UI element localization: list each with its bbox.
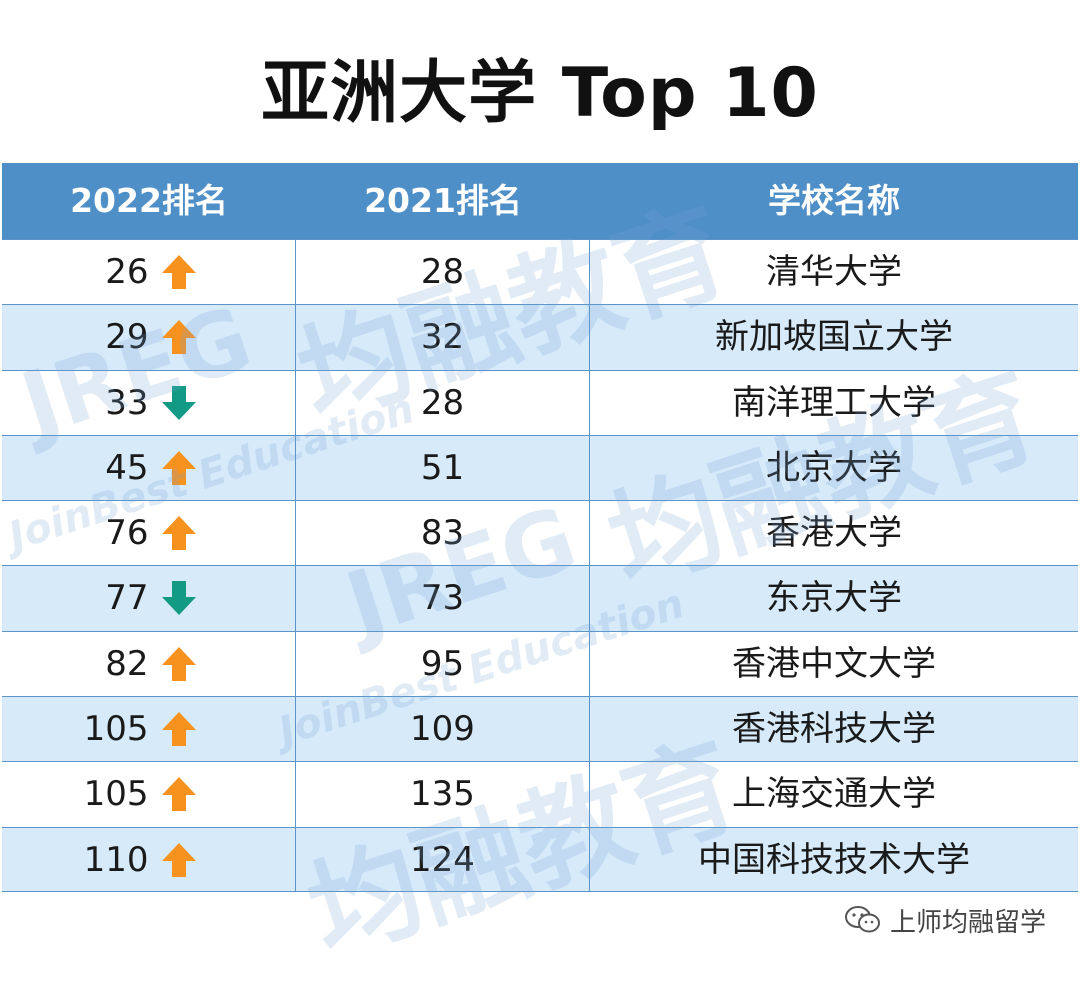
rank-2022-value: 26	[105, 252, 149, 292]
footer-text: 上师均融留学	[889, 907, 1046, 938]
cell-rank-2021: 28	[296, 240, 590, 305]
cell-rank-2021: 95	[296, 631, 590, 697]
footer-attribution: 上师均融留学	[844, 898, 1046, 942]
arrow-up-icon	[161, 516, 196, 551]
column-header-2022-rank: 2022排名	[70, 181, 228, 220]
cell-rank-2022: 26	[2, 240, 296, 305]
page-title: 亚洲大学 Top 10	[261, 54, 819, 133]
cell-rank-2022: 29	[2, 305, 296, 370]
table-row: 82 95 香港中文大学	[2, 630, 1078, 697]
rank-2022-value: 29	[105, 317, 149, 358]
cell-rank-2021: 73	[296, 566, 590, 631]
table-body: 26 28 清华大学 29 32 新加坡国立大学 33 28 南洋理工大学 45 51 北京大学 76 8…	[2, 239, 1078, 892]
cell-rank-2021: 83	[296, 501, 590, 566]
cell-school-name: 南洋理工大学	[732, 382, 936, 423]
table-row: 26 28 清华大学	[2, 239, 1078, 305]
cell-rank-2022: 45	[2, 435, 296, 501]
arrow-up-icon	[161, 646, 196, 681]
rank-2022-value: 33	[105, 382, 149, 423]
arrow-up-icon	[161, 777, 196, 812]
cell-rank-2022: 105	[2, 762, 296, 827]
cell-school-name: 清华大学	[766, 252, 902, 292]
column-header-school-name: 学校名称	[768, 181, 900, 220]
wechat-icon	[844, 906, 880, 933]
cell-school-name: 香港科技大学	[732, 709, 936, 750]
rank-2022-value: 77	[105, 578, 149, 619]
table-row: 77 73 东京大学	[2, 565, 1078, 631]
cell-school-name: 北京大学	[766, 447, 902, 488]
cell-rank-2021: 109	[296, 697, 590, 762]
table-row: 33 28 南洋理工大学	[2, 369, 1078, 435]
cell-rank-2022: 82	[2, 631, 296, 697]
arrow-down-icon	[161, 581, 196, 616]
table-row: 105 109 香港科技大学	[2, 696, 1078, 762]
column-header-2021-rank: 2021排名	[364, 181, 522, 220]
cell-school-name: 东京大学	[766, 578, 902, 619]
table-row: 76 83 香港大学	[2, 500, 1078, 566]
rank-2022-value: 76	[105, 513, 149, 554]
cell-rank-2021: 28	[296, 370, 590, 435]
rank-2022-value: 105	[83, 774, 149, 815]
cell-school-name: 新加坡国立大学	[715, 317, 953, 358]
cell-rank-2021: 124	[296, 827, 590, 891]
rank-2022-value: 82	[105, 643, 149, 684]
rank-2022-value: 105	[83, 709, 149, 750]
cell-rank-2022: 110	[2, 827, 296, 891]
cell-rank-2021: 51	[296, 435, 590, 501]
cell-rank-2022: 77	[2, 566, 296, 631]
table-row: 110 124 中国科技技术大学	[2, 826, 1078, 892]
arrow-up-icon	[161, 255, 196, 289]
arrow-up-icon	[161, 712, 196, 747]
arrow-up-icon	[161, 450, 196, 485]
cell-rank-2021: 32	[296, 305, 590, 370]
rank-2022-value: 110	[83, 839, 149, 880]
cell-school-name: 中国科技技术大学	[698, 839, 970, 880]
cell-school-name: 香港中文大学	[732, 643, 936, 684]
cell-rank-2021: 135	[296, 762, 590, 827]
table-row: 105 135 上海交通大学	[2, 761, 1078, 827]
cell-rank-2022: 76	[2, 501, 296, 566]
cell-rank-2022: 105	[2, 697, 296, 762]
cell-school-name: 香港大学	[766, 513, 902, 554]
table-row: 29 32 新加坡国立大学	[2, 304, 1078, 370]
table-header: 2022排名 2021排名 学校名称	[2, 163, 1078, 239]
table-row: 45 51 北京大学	[2, 434, 1078, 501]
arrow-up-icon	[161, 320, 196, 355]
cell-school-name: 上海交通大学	[732, 774, 936, 815]
cell-rank-2022: 33	[2, 370, 296, 435]
arrow-down-icon	[161, 385, 196, 420]
rank-2022-value: 45	[105, 447, 149, 488]
arrow-up-icon	[161, 842, 196, 877]
